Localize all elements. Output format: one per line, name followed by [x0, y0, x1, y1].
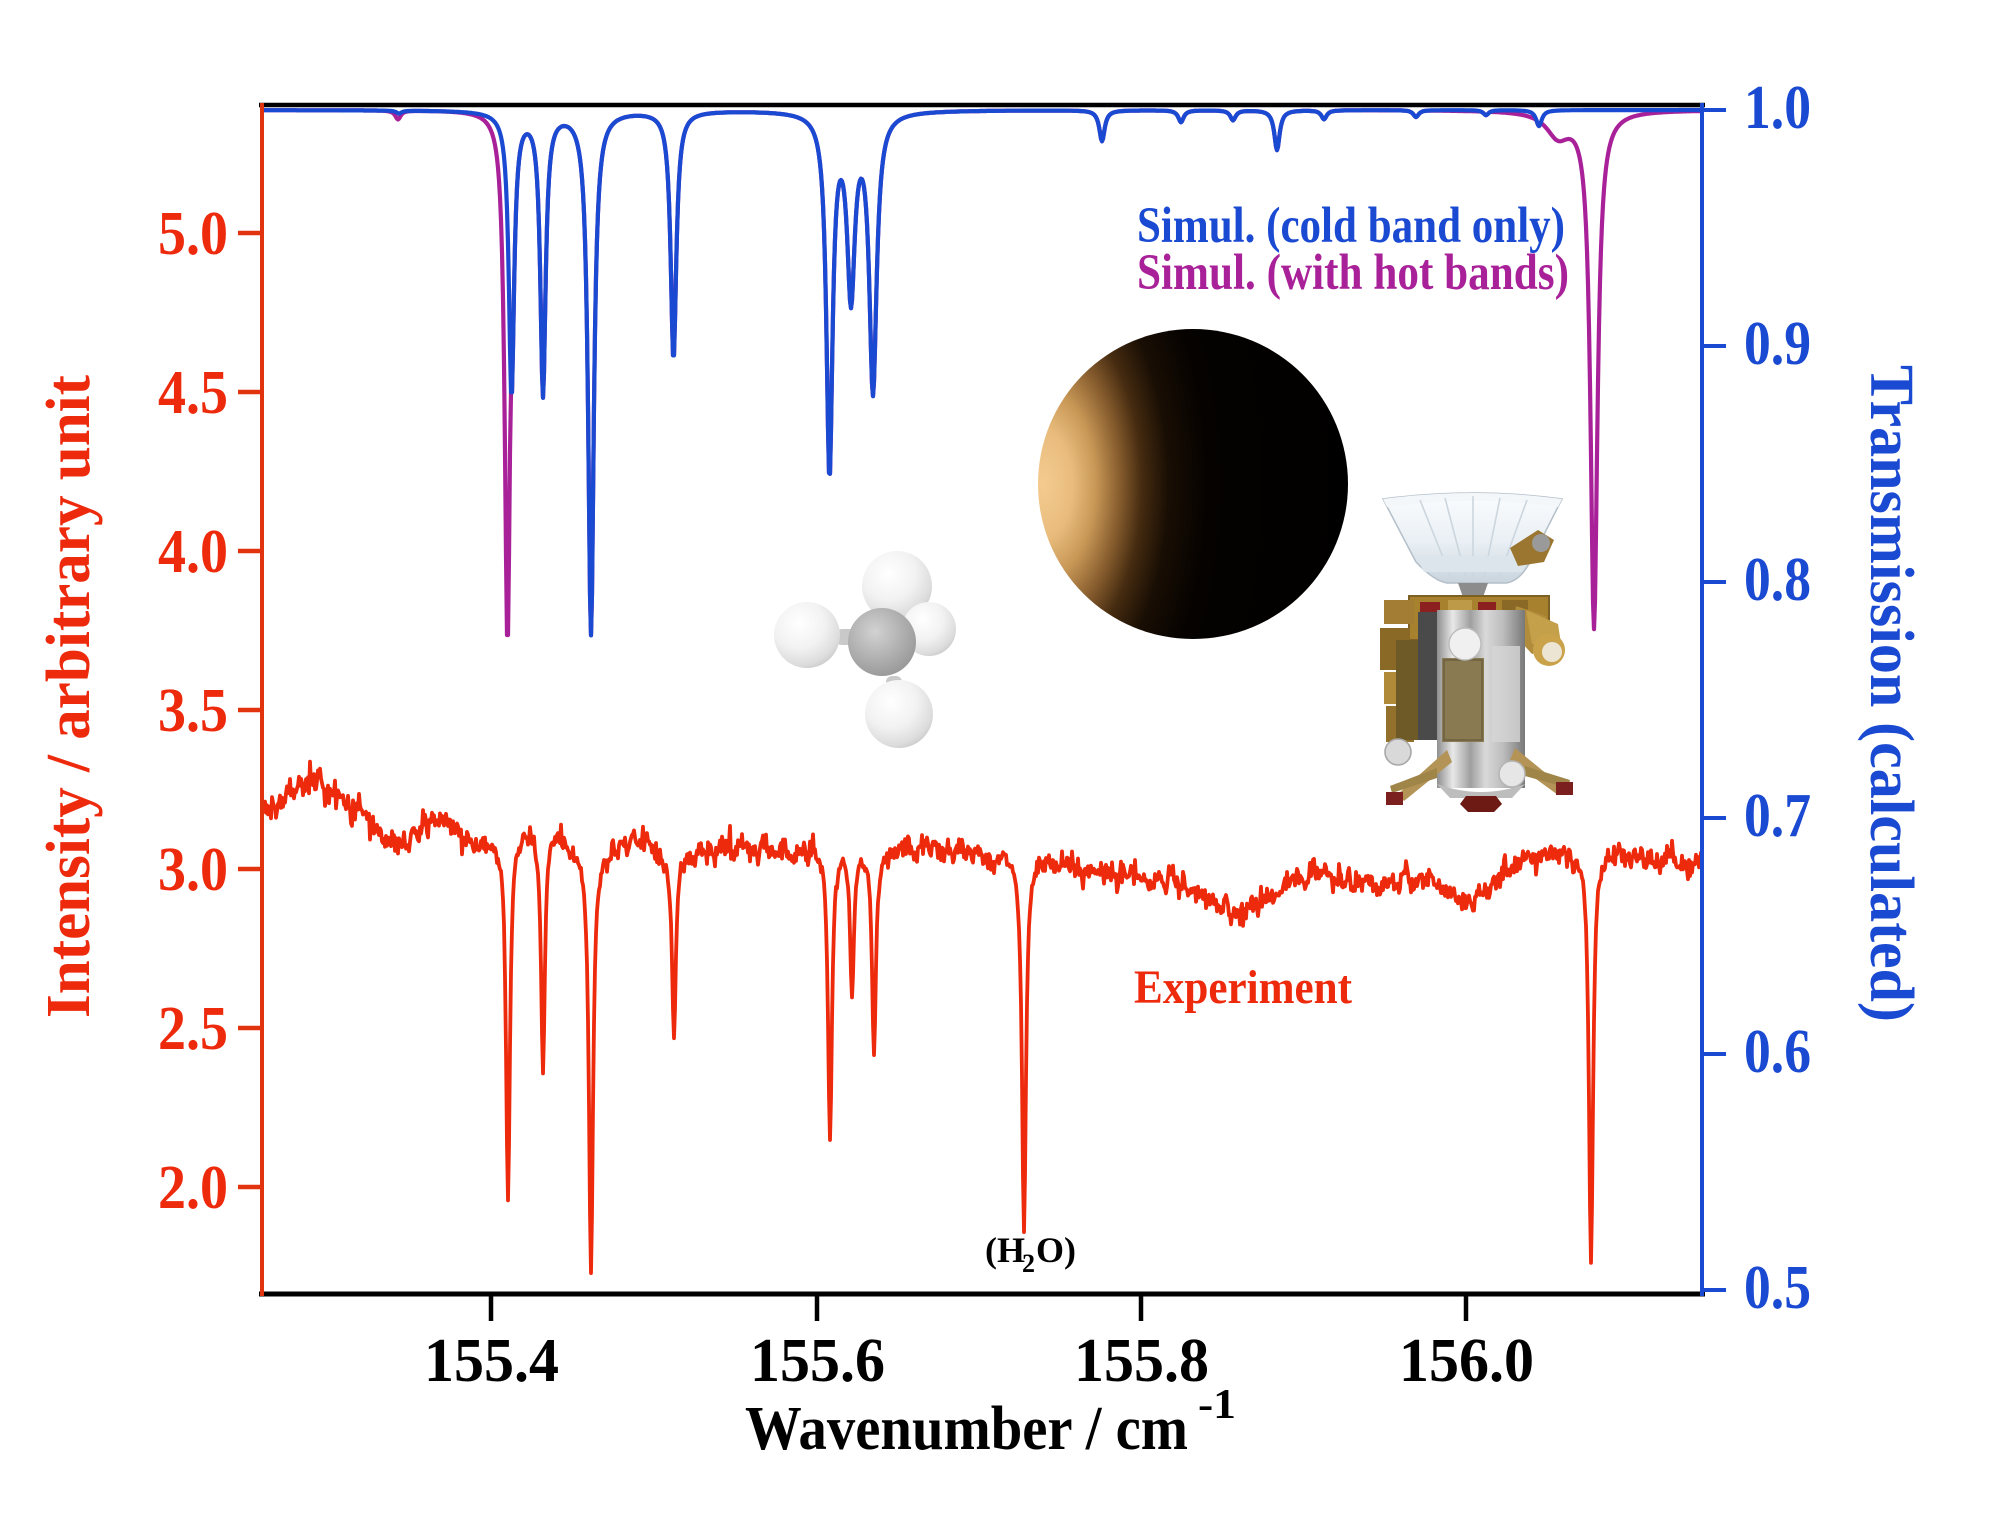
svg-text:0.7: 0.7 — [1744, 782, 1811, 850]
svg-text:156.0: 156.0 — [1399, 1327, 1534, 1395]
svg-text:(H: (H — [985, 1230, 1025, 1270]
svg-text:Experiment: Experiment — [1134, 961, 1352, 1014]
svg-text:2.0: 2.0 — [158, 1154, 228, 1222]
svg-text:Simul. (cold band only): Simul. (cold band only) — [1137, 198, 1565, 254]
svg-text:-1: -1 — [1198, 1382, 1236, 1428]
svg-text:0.8: 0.8 — [1744, 546, 1811, 614]
svg-text:O): O) — [1036, 1230, 1076, 1270]
svg-text:3.0: 3.0 — [158, 836, 228, 904]
svg-text:Transmission (calculated): Transmission (calculated) — [1857, 365, 1925, 1022]
svg-text:0.9: 0.9 — [1744, 310, 1811, 378]
svg-text:Simul. (with hot bands): Simul. (with hot bands) — [1137, 245, 1569, 301]
svg-text:0.6: 0.6 — [1744, 1018, 1811, 1086]
svg-text:155.4: 155.4 — [424, 1327, 559, 1395]
svg-text:4.5: 4.5 — [158, 359, 228, 427]
svg-text:2.5: 2.5 — [158, 995, 228, 1063]
svg-text:Wavenumber / cm: Wavenumber / cm — [745, 1395, 1188, 1463]
svg-text:155.8: 155.8 — [1074, 1327, 1209, 1395]
svg-text:5.0: 5.0 — [158, 200, 228, 268]
svg-text:3.5: 3.5 — [158, 677, 228, 745]
svg-text:4.0: 4.0 — [158, 518, 228, 586]
svg-text:Intensity / arbitrary unit: Intensity / arbitrary unit — [35, 375, 103, 1018]
svg-text:155.6: 155.6 — [750, 1327, 885, 1395]
svg-text:0.5: 0.5 — [1744, 1254, 1811, 1322]
svg-text:2: 2 — [1022, 1249, 1035, 1278]
svg-text:1.0: 1.0 — [1744, 74, 1811, 142]
